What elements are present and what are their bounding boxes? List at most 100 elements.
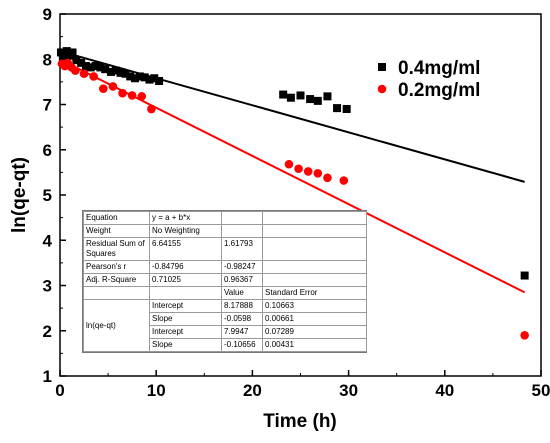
param-error: 0.00661 <box>262 312 367 326</box>
data-point-square <box>333 104 342 113</box>
residual-value-1: 6.64155 <box>149 237 222 261</box>
data-point-circle <box>284 159 294 169</box>
data-point-square <box>86 63 95 72</box>
residual-value-2: 1.61793 <box>221 237 263 261</box>
data-point-circle <box>303 167 313 176</box>
data-point-square <box>140 73 149 82</box>
data-point-square <box>126 72 135 81</box>
y-tick-label: 6 <box>43 141 52 160</box>
y-axis-title: ln(qe-qt) <box>9 157 30 233</box>
x-tick-label: 0 <box>55 381 64 400</box>
param-name: Slope <box>149 312 222 326</box>
row-label-adj-r-square: Adj. R-Square <box>83 273 150 287</box>
axis-ticks: 0 10 20 30 40 50 1 2 3 4 5 6 7 8 9 <box>43 5 550 400</box>
param-value: 7.9947 <box>221 325 263 339</box>
table-row: Pearson's r -0.84796 -0.98247 <box>83 260 367 274</box>
legend-marker-square <box>378 63 386 71</box>
y-tick-label: 4 <box>43 231 53 250</box>
data-point-square <box>520 271 529 280</box>
legend-label-0.4mg-ml: 0.4mg/ml <box>398 58 480 79</box>
x-axis-title: Time (h) <box>263 411 337 432</box>
y-tick-label: 7 <box>43 96 52 115</box>
legend: 0.4mg/ml 0.2mg/ml <box>377 58 480 101</box>
data-point-circle <box>127 91 137 100</box>
data-point-square <box>323 92 332 101</box>
table-cell <box>262 273 367 287</box>
y-tick-label: 8 <box>43 50 52 69</box>
data-point-circle <box>313 168 323 178</box>
fit-line-series-2 <box>59 58 526 294</box>
legend-marker-circle <box>377 84 387 94</box>
table-cell <box>262 224 367 238</box>
adj-r-square-value-1: 0.71025 <box>149 273 222 287</box>
data-point-square <box>286 93 295 102</box>
data-point-circle <box>118 88 127 98</box>
param-error: 0.07289 <box>262 325 367 339</box>
x-tick-label: 30 <box>339 381 358 400</box>
data-point-circle <box>89 72 98 81</box>
data-point-square <box>155 76 164 85</box>
table-cell <box>262 211 367 225</box>
data-point-circle <box>323 173 332 183</box>
data-point-circle <box>98 84 108 93</box>
x-tick-label: 10 <box>147 381 166 400</box>
row-label-weight: Weight <box>83 224 150 238</box>
data-point-square <box>62 47 71 56</box>
data-point-square <box>72 56 81 65</box>
data-point-circle <box>108 82 118 91</box>
group-label: ln(qe-qt) <box>83 299 150 352</box>
data-point-square <box>279 90 288 99</box>
row-label-residual-sum: Residual Sum of Squares <box>83 237 150 261</box>
data-point-square <box>91 62 100 71</box>
param-error: 0.00431 <box>262 338 367 352</box>
data-point-circle <box>137 92 147 101</box>
x-tick-label: 40 <box>435 381 454 400</box>
data-point-square <box>342 105 351 114</box>
data-point-square <box>150 74 159 83</box>
column-header-standard-error: Standard Error <box>262 286 367 300</box>
data-point-square <box>101 65 110 74</box>
data-point-square <box>77 58 86 67</box>
data-point-square <box>296 91 305 100</box>
table-row: Equation y = a + b*x <box>83 211 367 225</box>
fit-results-table: Equation y = a + b*x Weight No Weighting… <box>82 210 367 353</box>
data-point-square <box>313 96 322 105</box>
table-cell <box>262 237 367 261</box>
data-point-circle <box>147 104 156 114</box>
table-cell <box>83 286 150 300</box>
param-name: Intercept <box>149 299 222 313</box>
weight-value: No Weighting <box>149 224 222 238</box>
param-value: 8.17888 <box>221 299 263 313</box>
x-tick-label: 20 <box>243 381 262 400</box>
table-row: Residual Sum of Squares 6.64155 1.61793 <box>83 237 367 261</box>
data-point-square <box>121 69 130 78</box>
data-point-circle <box>79 69 89 79</box>
data-point-circle <box>294 164 303 174</box>
data-point-square <box>96 63 105 72</box>
equation-value: y = a + b*x <box>149 211 222 225</box>
y-tick-label: 3 <box>43 277 52 296</box>
legend-label-0.2mg-ml: 0.2mg/ml <box>398 80 480 101</box>
table-cell <box>221 211 263 225</box>
data-point-square <box>135 72 144 81</box>
y-tick-label: 5 <box>43 186 52 205</box>
table-cell <box>262 260 367 274</box>
data-point-circle <box>71 66 80 75</box>
row-label-pearson: Pearson's r <box>83 260 150 274</box>
table-row: ln(qe-qt) Intercept 8.17888 0.10663 <box>83 299 367 352</box>
table-row: Intercept 7.9947 0.07289 <box>84 325 367 339</box>
data-point-square <box>131 74 140 83</box>
data-point-square <box>68 48 77 57</box>
data-point-square <box>145 75 154 84</box>
data-point-circle <box>339 176 349 185</box>
adj-r-square-value-2: 0.96367 <box>221 273 263 287</box>
fit-statistics: Equation y = a + b*x Weight No Weighting… <box>83 211 367 352</box>
row-label-equation: Equation <box>83 211 150 225</box>
table-cell <box>149 286 222 300</box>
param-error: 0.10663 <box>262 299 367 313</box>
table-row: Weight No Weighting <box>83 224 367 238</box>
table-row: Slope -0.10656 0.00431 <box>84 338 367 352</box>
pearson-value-1: -0.84796 <box>149 260 222 274</box>
param-value: -0.0598 <box>221 312 263 326</box>
data-point-square <box>81 62 90 71</box>
